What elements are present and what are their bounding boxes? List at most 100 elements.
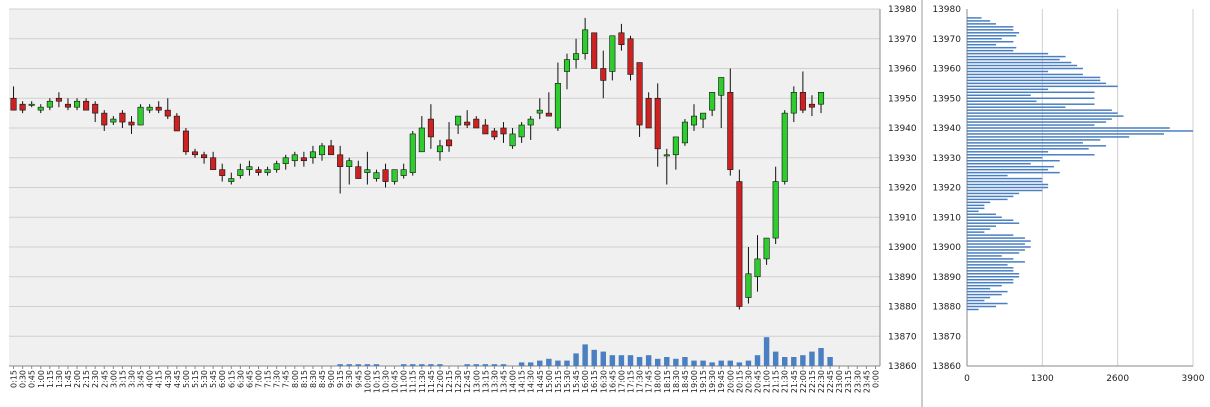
profile-bar [967, 109, 1112, 111]
profile-bar [967, 287, 991, 290]
candle-body [446, 139, 453, 147]
profile-bar [967, 88, 1049, 91]
candle-body [772, 181, 779, 239]
profile-bar [967, 145, 1107, 147]
candle-body [536, 109, 543, 114]
candle-body [119, 112, 126, 123]
volume-bar [645, 355, 652, 366]
x-tick-label: 15:00 [545, 370, 554, 393]
profile-bar [967, 35, 1017, 37]
y-tick-label: 13870 [932, 332, 961, 342]
profile-bar [967, 115, 1124, 117]
x-tick-label: 5:30 [200, 370, 209, 388]
candle-body [654, 97, 661, 150]
candle-body [790, 92, 797, 114]
profile-bar [967, 264, 1008, 266]
candle-body [210, 157, 217, 170]
x-tick-label: 20:45 [754, 370, 763, 393]
volume-bar [582, 344, 588, 366]
candle-body [373, 172, 380, 179]
x-tick-label: 23:30 [853, 370, 862, 393]
candle-body [300, 157, 307, 162]
x-tick-label: 14:15 [518, 370, 527, 393]
candle-body [663, 154, 670, 157]
y-tick-label: 13960 [888, 65, 917, 75]
x-tick-label: 1300 [1031, 374, 1054, 384]
y-tick-label: 13980 [888, 5, 917, 15]
candle-body [436, 145, 443, 153]
volume-bar [428, 364, 434, 366]
volume-bar [745, 360, 752, 366]
x-tick-label: 21:30 [781, 370, 790, 393]
candle-body [37, 106, 44, 111]
profile-bar [967, 17, 982, 19]
profile-bar [967, 142, 1083, 144]
candle-body [591, 32, 598, 69]
candle-body [328, 145, 335, 156]
x-tick-label: 23:45 [862, 370, 871, 393]
profile-bar [967, 302, 1008, 305]
volume-bar [600, 351, 606, 366]
profile-bar [967, 40, 1014, 43]
x-tick-label: 8:00 [291, 370, 300, 388]
profile-bar [967, 228, 991, 230]
x-tick-label: 7:00 [255, 370, 264, 388]
candle-body [718, 77, 725, 96]
profile-bar [967, 23, 996, 25]
volume-bar [573, 353, 579, 366]
x-tick-label: 10:00 [363, 370, 372, 393]
x-tick-label: 0 [964, 374, 970, 384]
x-tick-label: 23:15 [844, 370, 853, 393]
volume-bar [591, 349, 597, 366]
candle-body [246, 166, 253, 170]
y-tick-label: 13950 [932, 94, 961, 104]
candle-body [309, 151, 316, 159]
profile-bar [967, 308, 979, 311]
volume-bar [473, 364, 479, 366]
candle-body [155, 106, 162, 111]
profile-bar [967, 32, 1020, 34]
x-tick-label: 17:45 [645, 370, 654, 393]
profile-bar [967, 195, 1014, 198]
profile-bar [967, 103, 1095, 105]
volume-bar [564, 360, 570, 366]
x-tick-label: 6:45 [245, 370, 254, 388]
profile-bar [967, 49, 1014, 52]
profile-bar [967, 157, 1043, 159]
x-tick-label: 10:30 [382, 370, 391, 393]
x-tick-label: 9:15 [336, 370, 345, 388]
candle-body [219, 169, 226, 176]
x-tick-label: 3:30 [127, 370, 136, 388]
y-tick-label: 13920 [888, 184, 917, 194]
profile-bar [967, 305, 996, 308]
candle-body [264, 169, 271, 173]
volume-bar [654, 358, 661, 366]
profile-bar [967, 159, 1060, 162]
candle-body [745, 273, 752, 298]
profile-bar [967, 139, 1101, 141]
profile-bar [967, 165, 1054, 168]
y-tick-label: 13980 [932, 5, 961, 15]
profile-bar [967, 112, 1118, 114]
volume-bar [791, 357, 797, 366]
candle-body [46, 100, 53, 108]
x-tick-label: 3:15 [118, 370, 127, 388]
profile-bar [967, 168, 1049, 171]
candle-body [681, 121, 688, 144]
candle-body [727, 92, 734, 170]
candle-body [763, 237, 770, 260]
y-tick-label: 13900 [888, 243, 917, 253]
y-tick-label: 13970 [932, 35, 961, 45]
x-tick-label: 16:00 [581, 370, 590, 393]
volume-bar [700, 360, 706, 366]
volume-bar [400, 364, 407, 366]
volume-profile-chart: 0 1300 2600 3900 13860 13870 13880 13890 13900 13… [921, 0, 1205, 407]
volume-bar [555, 360, 561, 366]
candle-body [164, 109, 171, 117]
candle-body [291, 154, 298, 162]
profile-bar [967, 249, 1025, 251]
x-tick-label: 17:00 [617, 370, 626, 393]
volume-bar [437, 364, 443, 366]
x-tick-label: 0:15 [10, 370, 19, 388]
candle-body [282, 157, 289, 164]
